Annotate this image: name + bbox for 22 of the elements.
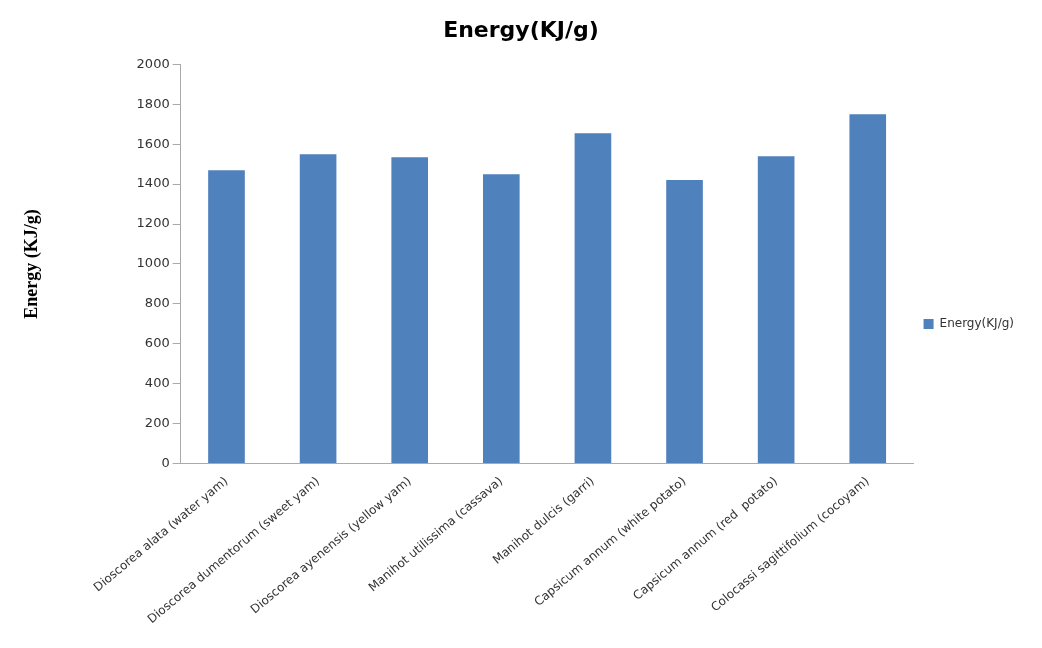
y-tick-label: 2000 xyxy=(136,55,170,71)
legend-label: Energy(KJ/g) xyxy=(939,316,1015,331)
y-tick-label: 1800 xyxy=(136,95,170,111)
y-tick-label: 0 xyxy=(161,454,170,470)
bar xyxy=(482,174,520,463)
bar xyxy=(849,114,887,463)
bar xyxy=(299,154,337,463)
y-tick-label: 1400 xyxy=(136,175,170,191)
bar xyxy=(666,180,703,463)
y-axis-title: Energy (KJ/g) xyxy=(21,209,43,319)
y-tick-label: 1000 xyxy=(136,255,170,271)
y-tick-label: 400 xyxy=(144,375,170,391)
y-tick-label: 1600 xyxy=(136,135,170,151)
bar xyxy=(391,157,429,463)
bar xyxy=(574,133,612,463)
chart-title: Energy(KJ/g) xyxy=(443,16,599,42)
bar xyxy=(757,156,795,463)
bar xyxy=(208,170,245,463)
y-tick-label: 200 xyxy=(144,414,170,430)
y-tick-label: 600 xyxy=(144,335,170,351)
y-tick-label: 800 xyxy=(144,295,170,311)
y-tick-label: 1200 xyxy=(136,215,170,231)
